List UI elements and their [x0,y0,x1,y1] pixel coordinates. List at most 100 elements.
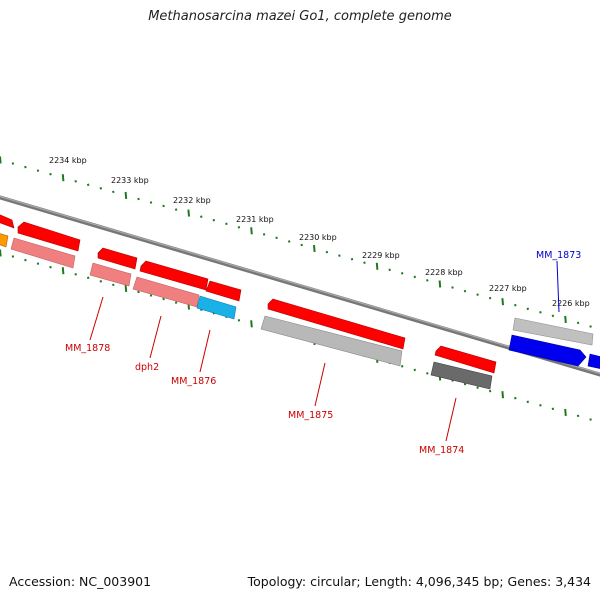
scale-label: 2232 kbp [173,196,211,205]
minor-tick [24,165,27,169]
gene-label[interactable]: MM_1874 [419,445,464,456]
gene-feature[interactable] [17,221,81,252]
major-tick [124,191,128,199]
gene-feature[interactable] [434,345,497,374]
minor-tick [576,321,580,325]
major-tick [187,209,190,217]
minor-tick [388,268,391,272]
minor-tick [287,240,291,243]
minor-tick [149,201,153,204]
minor-tick [413,275,417,279]
minor-tick [514,396,517,400]
major-tick [564,408,567,416]
minor-tick [86,276,90,280]
gene-feature[interactable] [89,262,132,287]
minor-tick [262,233,266,236]
label-leader [556,260,560,313]
major-tick [438,280,442,288]
major-tick [501,391,504,399]
minor-tick [400,365,404,368]
scale-label: 2227 kbp [489,284,527,293]
gene-label[interactable]: MM_1876 [171,376,216,387]
major-tick [564,315,567,323]
scale-label: 2233 kbp [111,176,149,185]
gene-label[interactable]: MM_1878 [65,343,110,354]
minor-tick [526,400,530,404]
minor-tick [86,183,90,187]
minor-tick [11,162,15,165]
minor-tick [551,407,555,411]
scale-label: 2226 kbp [552,299,590,308]
minor-tick [137,290,140,294]
gene-feature[interactable] [139,260,209,291]
gene-feature[interactable] [267,298,406,350]
label-leader [149,315,162,359]
scale-label: 2234 kbp [49,156,87,165]
minor-tick [589,325,592,328]
minor-tick [49,172,52,176]
minor-tick [514,303,517,307]
label-leader [445,397,457,442]
major-tick [61,174,65,182]
major-tick [375,262,379,270]
gene-feature[interactable] [196,295,237,320]
minor-tick [74,180,77,183]
minor-tick [551,314,555,318]
major-tick [250,227,253,235]
minor-tick [174,301,178,304]
minor-tick [426,372,429,375]
scale-label: 2231 kbp [236,215,274,224]
minor-tick [325,250,329,254]
major-tick [313,244,316,253]
scale-label: 2229 kbp [362,251,400,260]
minor-tick [350,257,354,261]
gene-feature[interactable] [97,247,138,270]
minor-tick [300,243,303,247]
minor-tick [539,311,542,314]
gene-feature[interactable] [10,237,76,269]
minor-tick [476,386,479,389]
gene-label[interactable]: dph2 [135,362,159,373]
gene-feature[interactable] [205,280,242,302]
minor-tick [162,297,165,301]
minor-tick [74,273,77,276]
gene-feature[interactable] [0,233,9,248]
label-leader [89,296,104,341]
gene-feature[interactable] [430,361,493,390]
minor-tick [36,169,40,172]
minor-tick [463,382,467,386]
minor-tick [11,255,15,258]
minor-tick [576,414,580,418]
minor-tick [463,289,467,293]
minor-tick [539,404,542,407]
minor-tick [363,261,366,264]
minor-tick [212,218,216,222]
label-leader [314,362,326,407]
gene-feature[interactable] [508,334,587,367]
minor-tick [237,226,241,229]
scale-label: 2228 kbp [425,268,463,277]
major-tick [61,267,65,275]
gene-feature[interactable] [260,315,403,367]
minor-tick [112,190,115,194]
map-title: Methanosarcina mazei Go1, complete genom… [148,9,452,24]
minor-tick [488,389,492,393]
minor-tick [400,272,404,275]
accession-text: Accession: NC_003901 [9,574,152,589]
genome-backbone [0,195,600,377]
major-tick [0,156,2,164]
gene-feature[interactable] [0,214,15,229]
gene-feature[interactable] [512,317,594,346]
minor-tick [476,293,479,296]
gene-label[interactable]: MM_1875 [288,410,333,421]
minor-tick [137,197,140,201]
minor-tick [99,187,103,190]
gene-feature[interactable] [587,353,600,369]
minor-tick [49,265,52,269]
outer-scale-ticks [0,156,592,328]
gene-label[interactable]: MM_1873 [536,250,581,261]
major-tick [0,249,2,257]
minor-tick [338,254,341,257]
minor-tick [275,236,278,240]
